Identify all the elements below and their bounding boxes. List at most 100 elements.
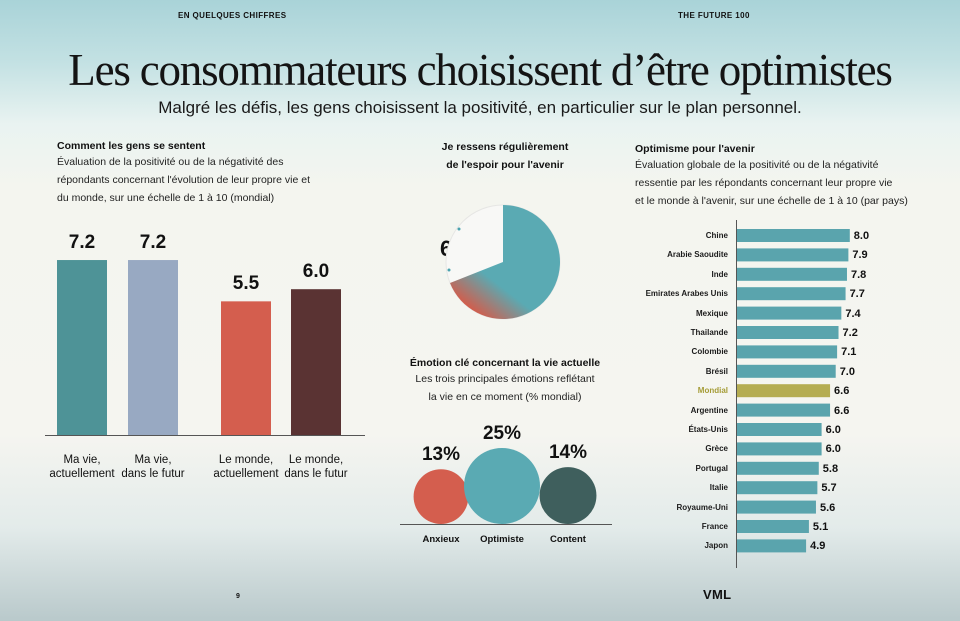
category-line: Le monde,: [218, 454, 274, 466]
feelings-category-label: Le monde, actuellement: [196, 453, 296, 481]
category-line: dans le futur: [121, 468, 185, 480]
optimism-bar: [737, 326, 839, 339]
country-label: Royaume-Uni: [676, 502, 728, 512]
feelings-category-label: Le monde, dans le futur: [266, 453, 366, 481]
country-value-label: 8.0: [853, 230, 870, 242]
emotion-chart-description: Les trois principales émotions reflétant…: [395, 370, 615, 406]
category-line: Ma vie,: [134, 454, 172, 466]
feelings-value-label: 6.0: [302, 261, 330, 283]
title-line: de l'espoir pour l'avenir: [446, 159, 564, 171]
country-label: Mexique: [695, 308, 728, 318]
country-value-label: 6.6: [834, 404, 850, 417]
country-label: Argentine: [690, 405, 728, 415]
optimism-bar: [737, 229, 850, 242]
feelings-value-label: 5.5: [232, 273, 260, 295]
emotion-bubble: [539, 467, 597, 524]
optimism-bar: [737, 461, 819, 475]
optimism-bar: [737, 267, 847, 281]
optimism-bar: [737, 500, 816, 514]
country-label: Japon: [704, 541, 728, 551]
country-value-label: 5.8: [822, 462, 839, 475]
emotion-bubble: [413, 469, 469, 524]
page-subtitle: Malgré les défis, les gens choisissent l…: [158, 98, 802, 117]
feelings-category-label: Ma vie, actuellement: [32, 453, 132, 481]
country-label: Emirates Arabes Unis: [645, 289, 728, 299]
optimism-bar: [737, 403, 831, 417]
desc-line: Évaluation globale de la positivité ou d…: [635, 159, 879, 171]
category-line: dans le futur: [284, 468, 348, 480]
feelings-bar: [57, 260, 107, 435]
emotion-bubble: [464, 448, 540, 524]
feelings-chart-title: Comment les gens se sentent: [57, 140, 206, 152]
country-label: Arabie Saoudite: [667, 250, 728, 260]
country-value-label: 4.9: [810, 540, 826, 553]
optimism-bar: [737, 481, 818, 495]
pie-dot: [447, 268, 451, 272]
category-line: actuellement: [213, 468, 279, 480]
emotion-category-label: Anxieux: [422, 534, 460, 545]
country-value-label: 5.6: [819, 501, 836, 514]
page-number: 9: [236, 593, 240, 600]
optimism-bar: [737, 423, 822, 436]
desc-line: Les trois principales émotions reflétant: [415, 373, 595, 385]
country-value-label: 6.6: [834, 385, 850, 398]
optimism-bar: [737, 306, 842, 320]
emotion-value-label: 13%: [421, 444, 461, 466]
feelings-chart-description: Évaluation de la positivité ou de la nég…: [57, 153, 377, 207]
country-label: Inde: [711, 269, 728, 279]
emotion-chart-title: Émotion clé concernant la vie actuelle: [409, 357, 601, 369]
emotion-value-label: 25%: [482, 423, 522, 444]
desc-line: et le monde à l'avenir, sur une échelle …: [635, 195, 908, 207]
section-kicker: EN QUELQUES CHIFFRES: [178, 11, 287, 20]
category-line: Ma vie,: [63, 454, 101, 466]
country-value-label: 7.0: [839, 365, 855, 378]
optimism-bar: [737, 442, 822, 456]
optimism-bar-highlight: [737, 384, 831, 398]
feelings-bar: [128, 260, 178, 435]
desc-line: répondants concernant l'évolution de leu…: [57, 174, 310, 186]
desc-line: du monde, sur une échelle de 1 à 10 (mon…: [57, 192, 275, 204]
country-value-label: 6.0: [825, 443, 841, 456]
optimism-bar: [737, 287, 846, 301]
feelings-value-label: 7.2: [68, 232, 96, 254]
country-label: Brésil: [705, 366, 728, 376]
emotion-category-label: Content: [550, 534, 586, 545]
optimism-bar: [737, 539, 807, 553]
country-value-label: 7.8: [850, 268, 867, 281]
country-label: Chine: [705, 231, 728, 240]
country-label: France: [701, 522, 728, 531]
title-line: Je ressens régulièrement: [441, 141, 569, 153]
optimism-bar: [737, 248, 849, 262]
hope-chart-title: Je ressens régulièrement de l'espoir pou…: [405, 138, 605, 174]
feelings-category-label: Ma vie, dans le futur: [103, 453, 203, 481]
country-label: Italie: [709, 483, 728, 493]
pie-dot: [457, 227, 461, 231]
optimism-chart-description: Évaluation globale de la positivité ou d…: [635, 156, 945, 210]
country-label: Portugal: [695, 463, 728, 473]
country-label: Mondial: [697, 386, 728, 396]
country-value-label: 6.0: [825, 424, 841, 436]
country-value-label: 7.2: [842, 327, 858, 339]
country-value-label: 7.7: [849, 288, 865, 301]
feelings-bar: [221, 301, 271, 435]
country-label: Thailande: [690, 328, 728, 337]
country-label: États-Unis: [688, 425, 728, 434]
optimism-bar: [737, 364, 836, 378]
country-label: Grèce: [705, 444, 728, 454]
brand-logo: VML: [703, 587, 732, 602]
page-title: Les consommateurs choisissent d’être opt…: [68, 45, 893, 95]
feelings-value-label: 7.2: [139, 232, 167, 254]
category-line: actuellement: [49, 468, 115, 480]
country-value-label: 5.7: [821, 482, 837, 495]
desc-line: Évaluation de la positivité ou de la nég…: [57, 156, 284, 168]
optimism-bar: [737, 345, 838, 359]
desc-line: ressentie par les répondants concernant …: [635, 177, 893, 189]
country-value-label: 7.9: [852, 249, 868, 262]
optimism-chart-title: Optimisme pour l'avenir: [635, 143, 755, 155]
country-value-label: 7.1: [841, 346, 857, 359]
emotion-category-label: Optimiste: [480, 534, 524, 545]
country-label: Colombie: [691, 347, 728, 357]
optimism-bar: [737, 520, 809, 533]
country-value-label: 5.1: [812, 521, 829, 533]
